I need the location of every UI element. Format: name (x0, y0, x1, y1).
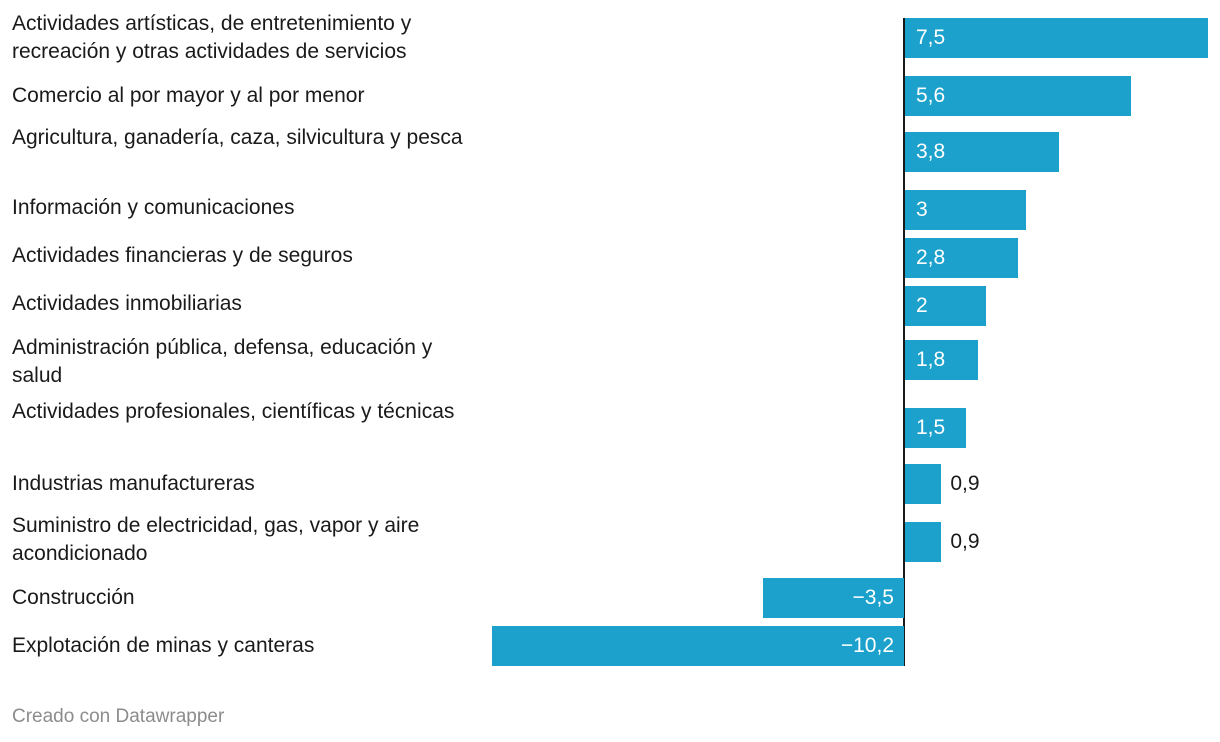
category-label: Actividades artísticas, de entretenimien… (12, 12, 412, 63)
category-label: Información y comunicaciones (12, 196, 295, 219)
category-label: Construcción (12, 586, 135, 609)
value-label: 2 (916, 294, 928, 317)
value-label: −10,2 (840, 634, 894, 657)
bar[interactable] (905, 408, 966, 448)
value-label: 3 (916, 198, 928, 221)
credit-text[interactable]: Creado con Datawrapper (12, 706, 225, 727)
bar[interactable] (905, 464, 942, 504)
bar[interactable] (905, 76, 1132, 116)
value-label: 3,8 (916, 140, 946, 163)
bar[interactable] (905, 132, 1059, 172)
bar[interactable] (905, 238, 1019, 278)
category-label: Actividades financieras y de seguros (12, 244, 353, 267)
category-label: Suministro de electricidad, gas, vapor y… (12, 514, 420, 565)
category-label: Comercio al por mayor y al por menor (12, 84, 365, 107)
bar[interactable] (905, 522, 942, 562)
bar[interactable] (491, 626, 904, 666)
value-label: −3,5 (852, 586, 894, 609)
value-label: 1,5 (916, 416, 946, 439)
value-label: 5,6 (916, 84, 946, 107)
value-label: 1,8 (916, 348, 946, 371)
category-label: Explotación de minas y canteras (12, 634, 315, 657)
bar[interactable] (905, 286, 986, 326)
value-label: 0,9 (950, 472, 980, 495)
category-label: Actividades profesionales, científicas y… (12, 400, 455, 423)
bar[interactable] (905, 340, 978, 380)
bar[interactable] (905, 190, 1027, 230)
category-label: Agricultura, ganadería, caza, silvicultu… (12, 126, 463, 149)
value-label: 2,8 (916, 246, 946, 269)
category-label: Administración pública, defensa, educaci… (12, 336, 433, 387)
bar[interactable] (905, 18, 1208, 58)
value-label: 0,9 (950, 530, 980, 553)
category-label: Actividades inmobiliarias (12, 292, 242, 315)
category-label: Industrias manufactureras (12, 472, 255, 495)
zero-axis-line (903, 18, 905, 666)
bar[interactable] (762, 578, 904, 618)
value-label: 7,5 (916, 26, 946, 49)
